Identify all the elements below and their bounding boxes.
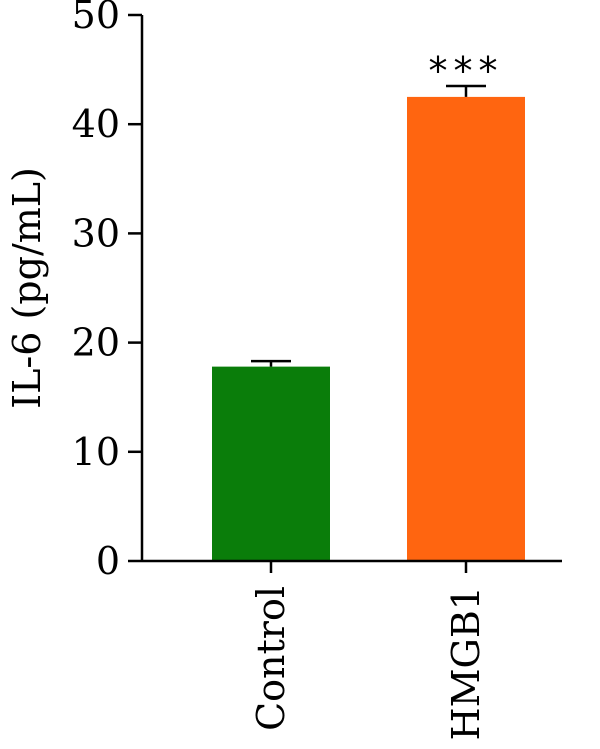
y-tick-label-50: 50 [72, 0, 120, 37]
x-tick-label-hmgb1: HMGB1 [444, 586, 488, 741]
bar-hmgb1 [407, 96, 525, 562]
y-tick-labels-group: 0 10 20 30 40 50 [72, 0, 120, 583]
y-tick-label-20: 20 [72, 321, 120, 365]
bars-group [212, 96, 525, 562]
axes-group [128, 13, 562, 573]
y-tick-label-10: 10 [72, 430, 120, 474]
y-tick-label-40: 40 [72, 102, 120, 146]
y-tick-label-30: 30 [72, 211, 120, 255]
annotations-group: *** [429, 49, 504, 93]
significance-label-hmgb1: *** [429, 49, 504, 93]
x-tick-label-control: Control [249, 586, 293, 731]
x-tick-labels-group: Control HMGB1 [249, 586, 488, 741]
y-axis-label-group: IL-6 (pg/mL) [5, 167, 49, 409]
error-bars-group [251, 84, 486, 367]
y-tick-label-0: 0 [96, 539, 120, 583]
bar-control [212, 366, 330, 561]
y-axis-label: IL-6 (pg/mL) [5, 167, 49, 409]
